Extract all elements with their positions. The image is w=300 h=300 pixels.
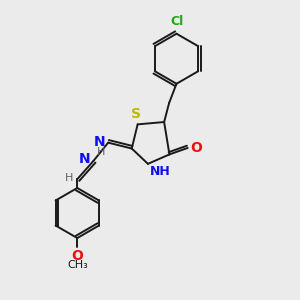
Text: O: O	[190, 141, 202, 155]
Text: H: H	[97, 147, 105, 158]
Text: NH: NH	[149, 165, 170, 178]
Text: CH₃: CH₃	[68, 260, 88, 270]
Text: H: H	[65, 173, 74, 183]
Text: S: S	[131, 107, 141, 122]
Text: N: N	[79, 152, 91, 167]
Text: N: N	[94, 135, 106, 149]
Text: O: O	[71, 249, 83, 263]
Text: Cl: Cl	[170, 15, 183, 28]
